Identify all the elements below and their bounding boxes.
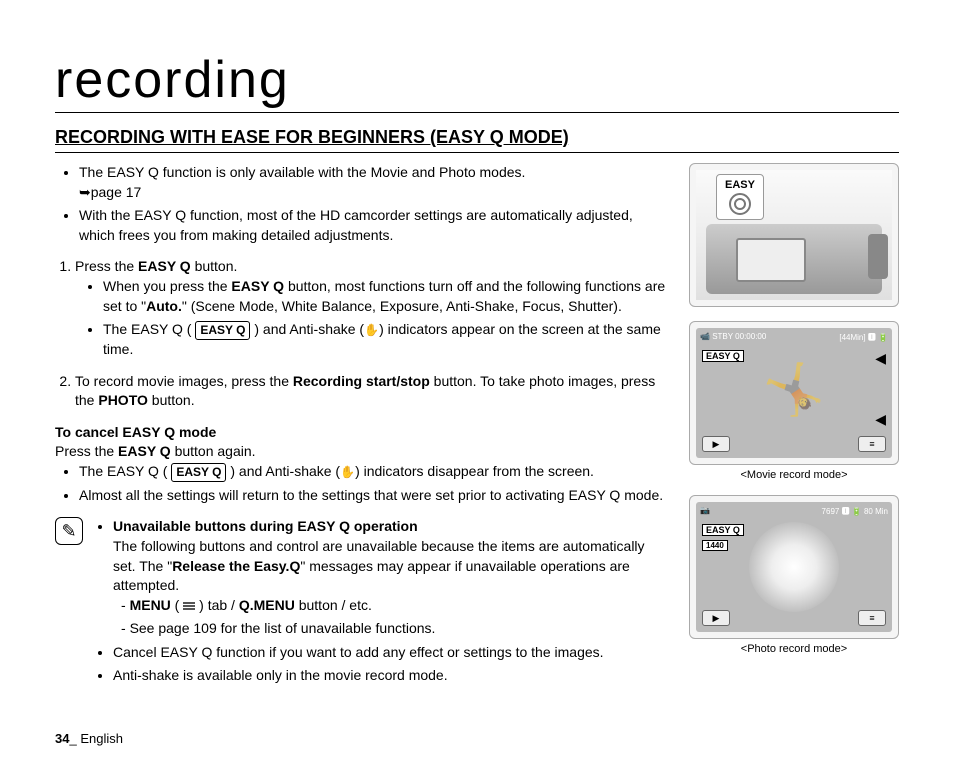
step-2: To record movie images, press the Record… (75, 372, 669, 411)
note-item-2: Cancel EASY Q function if you want to ad… (113, 643, 669, 663)
figures-column: EASY 🤸 📹 STBY 00:00:00 [44Min] 🅸 🔋 E (689, 163, 899, 690)
intro-bullet-1: The EASY Q function is only available wi… (79, 163, 669, 202)
figure-photo-wrap: 📷 7697 🅸 🔋 80 Min EASY Q 1440 ▶ ≡ <Photo… (689, 495, 899, 655)
page-footer: 34_ English (55, 731, 123, 746)
menu-tab-icon: ≡ (858, 610, 886, 626)
antishake-icon: ✋ (340, 465, 355, 479)
note-icon: ✎ (55, 517, 83, 545)
cancel-line: Press the EASY Q button again. (55, 442, 669, 462)
note-box: ✎ Unavailable buttons during EASY Q oper… (55, 517, 669, 690)
photo-topbar: 📷 7697 🅸 🔋 80 Min (700, 506, 888, 522)
photo-screen: 📷 7697 🅸 🔋 80 Min EASY Q 1440 ▶ ≡ (696, 502, 892, 632)
menu-icon (183, 601, 195, 611)
soccer-player-icon: 🤸 (763, 361, 825, 420)
figure-movie-wrap: 🤸 📹 STBY 00:00:00 [44Min] 🅸 🔋 EASY Q ◀ ◀… (689, 321, 899, 481)
page-title: recording (55, 50, 899, 113)
step-1-sub-2: The EASY Q ( EASY Q ) and Anti-shake (✋)… (103, 320, 669, 359)
note-dash-2: See page 109 for the list of unavailable… (121, 619, 669, 639)
play-tab-icon: ▶ (702, 436, 730, 452)
marker-arrow-icon: ◀ (875, 350, 886, 367)
camcorder-icon (706, 224, 882, 294)
step-1-sub-1: When you press the EASY Q button, most f… (103, 277, 669, 316)
marker-arrow-icon: ◀ (875, 411, 886, 428)
easyq-indicator: EASY Q (702, 350, 744, 362)
note-item-3: Anti-shake is available only in the movi… (113, 666, 669, 686)
note-item-1: Unavailable buttons during EASY Q operat… (113, 517, 669, 639)
menu-tab-icon: ≡ (858, 436, 886, 452)
easyq-badge-icon: EASY Q (195, 321, 250, 340)
easyq-indicator: EASY Q (702, 524, 744, 536)
movie-topbar: 📹 STBY 00:00:00 [44Min] 🅸 🔋 (700, 332, 888, 348)
step-1: Press the EASY Q button. When you press … (75, 257, 669, 359)
dandelion-icon (749, 522, 839, 612)
body-text: The EASY Q function is only available wi… (55, 163, 669, 690)
movie-screen: 🤸 📹 STBY 00:00:00 [44Min] 🅸 🔋 EASY Q ◀ ◀… (696, 328, 892, 458)
play-tab-icon: ▶ (702, 610, 730, 626)
intro-bullet-2: With the EASY Q function, most of the HD… (79, 206, 669, 245)
content-row: The EASY Q function is only available wi… (55, 163, 899, 690)
easyq-badge-icon: EASY Q (171, 463, 226, 482)
cancel-heading: To cancel EASY Q mode (55, 423, 669, 443)
easy-button-callout: EASY (716, 174, 764, 220)
section-heading: RECORDING WITH EASE FOR BEGINNERS (EASY … (55, 127, 899, 153)
easy-label: EASY (725, 179, 755, 191)
movie-caption: <Movie record mode> (689, 469, 899, 481)
figure-camera: EASY (689, 163, 899, 307)
photo-caption: <Photo record mode> (689, 643, 899, 655)
page-ref: ➥page 17 (79, 184, 141, 200)
note-dash-1: MENU ( ) tab / Q.MENU button / etc. (121, 596, 669, 616)
cancel-bullet-2: Almost all the settings will return to t… (79, 486, 669, 506)
photo-res-indicator: 1440 (702, 540, 728, 551)
antishake-icon: ✋ (364, 323, 379, 337)
cancel-bullet-1: The EASY Q ( EASY Q ) and Anti-shake (✋)… (79, 462, 669, 482)
easy-button-icon (729, 193, 751, 215)
